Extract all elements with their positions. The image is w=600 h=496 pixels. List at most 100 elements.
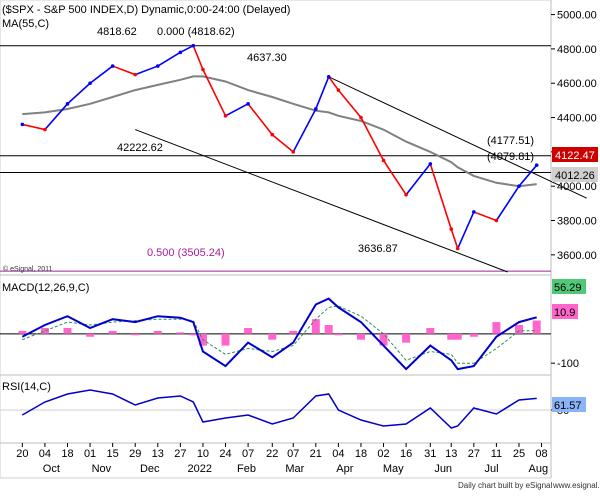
footer-credit: Daily chart built by eSignal xyxy=(458,481,552,490)
macd-histogram-bar-7 xyxy=(176,332,185,334)
x-day-label-20: 27 xyxy=(468,448,480,460)
x-day-label-23: 08 xyxy=(535,448,547,460)
price-segment-14 xyxy=(292,108,317,153)
annotation-mar-high: 4637.30 xyxy=(247,52,287,64)
x-month-label-10: Aug xyxy=(529,463,549,475)
x-day-label-7: 27 xyxy=(174,448,186,460)
x-day-label-13: 21 xyxy=(310,448,322,460)
last-price-value: 4122.47 xyxy=(555,150,595,162)
x-day-label-1: 04 xyxy=(39,448,51,460)
price-segment-23 xyxy=(456,211,475,250)
ma-value: 4012.26 xyxy=(555,170,595,182)
price-segment-3 xyxy=(66,82,91,105)
macd-histogram-bar-12 xyxy=(268,333,277,340)
price-tick-label-0: 5000.00 xyxy=(557,10,597,22)
price-segment-18 xyxy=(360,116,385,162)
ma-legend: MA(55,C) xyxy=(2,18,49,30)
price-point-26 xyxy=(534,163,539,167)
macd-line xyxy=(21,297,537,371)
macd-histogram-bar-10 xyxy=(221,333,230,346)
x-day-label-14: 04 xyxy=(332,448,344,460)
price-segment-9 xyxy=(192,44,204,71)
price-point-15 xyxy=(326,75,331,79)
price-tick-label-2: 4600.00 xyxy=(557,78,597,90)
price-segment-21 xyxy=(429,163,453,230)
x-month-label-8: Jun xyxy=(434,463,452,475)
price-point-16 xyxy=(336,88,341,92)
price-point-19 xyxy=(404,192,408,197)
price-segment-15 xyxy=(315,76,330,110)
price-point-1 xyxy=(43,127,47,132)
macd-histogram-bar-22 xyxy=(453,333,462,340)
price-tick-label-1: 4800.00 xyxy=(557,44,597,56)
macd-histogram-bar-25 xyxy=(514,325,523,334)
price-tick-label-6: 3800.00 xyxy=(557,216,597,228)
price-point-9 xyxy=(201,67,205,72)
macd-histogram-bar-26 xyxy=(532,320,541,334)
price-point-20 xyxy=(428,162,433,166)
rsi-legend: RSI(14,C) xyxy=(2,381,51,393)
macd-histogram-bar-8 xyxy=(189,333,198,336)
x-day-label-10: 07 xyxy=(242,448,254,460)
price-point-21 xyxy=(449,227,454,231)
channel-upper-line xyxy=(328,76,587,199)
x-day-label-5: 29 xyxy=(129,448,141,460)
x-month-label-2: Dec xyxy=(140,463,160,475)
ma-line xyxy=(22,75,537,188)
price-point-0 xyxy=(20,122,25,127)
price-segment-7 xyxy=(156,51,182,67)
macd-tick-label-0: -100 xyxy=(557,358,579,370)
x-month-label-0: Oct xyxy=(43,463,60,475)
x-day-label-16: 02 xyxy=(377,448,389,460)
macd-histogram-bar-15 xyxy=(324,325,333,334)
annotation-top-high: 4818.62 xyxy=(97,26,137,38)
rsi-value-badge xyxy=(552,397,586,412)
x-day-label-9: 24 xyxy=(219,448,231,460)
annotation-level-lower: (4079.81) xyxy=(487,151,534,163)
macd-histogram-bar-11 xyxy=(244,327,253,334)
price-tick-label-7: 3600.00 xyxy=(557,250,597,262)
price-segment-11 xyxy=(224,103,249,117)
price-segment-25 xyxy=(495,185,520,222)
price-point-18 xyxy=(381,158,386,163)
rsi-line xyxy=(21,389,537,429)
macd-histogram-bar-3 xyxy=(86,333,95,337)
price-segment-26 xyxy=(518,164,538,187)
macd-histogram-bar-2 xyxy=(63,327,72,334)
price-point-24 xyxy=(494,218,499,223)
price-point-12 xyxy=(270,132,275,137)
macd-value: 56.29 xyxy=(554,282,582,294)
macd-histogram-bar-17 xyxy=(356,333,365,340)
price-tick-label-3: 4400.00 xyxy=(557,113,597,125)
x-day-label-21: 11 xyxy=(491,448,502,460)
price-tick-label-5: 4000.00 xyxy=(557,181,597,193)
x-month-label-5: Mar xyxy=(285,463,304,475)
price-point-4 xyxy=(110,64,115,68)
price-point-3 xyxy=(88,81,92,86)
x-month-label-6: Apr xyxy=(336,463,353,475)
price-point-11 xyxy=(246,102,250,106)
annotation-jun-low: 3636.87 xyxy=(358,243,398,255)
signal-value: 10.9 xyxy=(554,307,575,319)
x-month-label-4: Feb xyxy=(237,463,256,475)
price-segment-1 xyxy=(21,123,46,131)
macd-histogram-bar-5 xyxy=(131,333,140,336)
macd-histogram-bar-21 xyxy=(447,333,456,340)
price-segment-17 xyxy=(337,89,362,119)
copyright-text: © eSignal, 2011 xyxy=(3,265,53,273)
price-segment-10 xyxy=(202,68,227,117)
x-day-label-17: 16 xyxy=(400,448,412,460)
x-day-label-2: 18 xyxy=(61,448,73,460)
price-segment-22 xyxy=(450,228,459,250)
x-day-label-6: 13 xyxy=(152,448,164,460)
price-point-17 xyxy=(359,115,363,120)
channel-lower-line xyxy=(135,129,508,273)
x-day-label-12: 07 xyxy=(287,448,299,460)
price-point-8 xyxy=(191,43,196,48)
macd-signal-line xyxy=(22,305,537,364)
x-day-label-15: 18 xyxy=(355,448,367,460)
price-point-2 xyxy=(65,102,70,106)
price-segment-19 xyxy=(382,159,407,196)
macd-histogram-bar-1 xyxy=(40,327,49,334)
